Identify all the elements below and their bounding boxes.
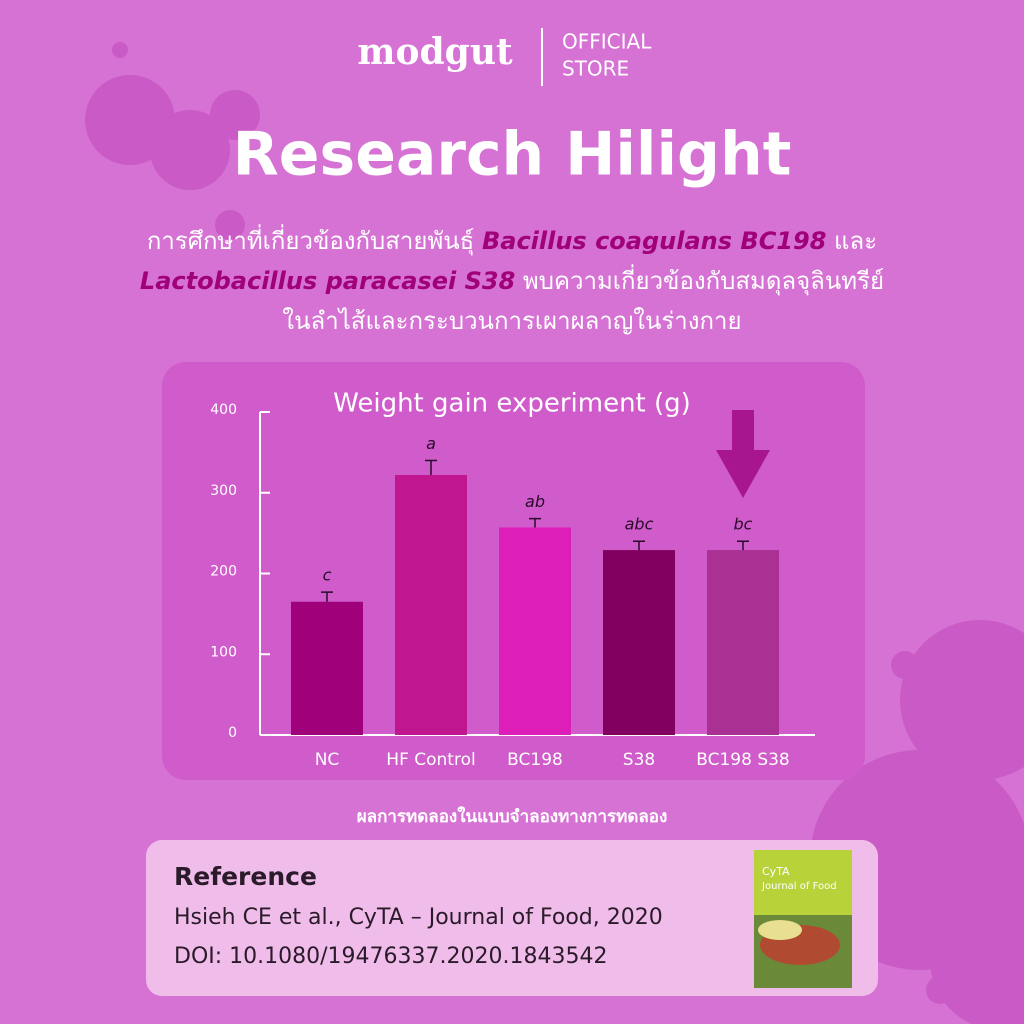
x-tick-label: BC198 S38 [696,750,790,770]
y-tick-label: 200 [210,564,237,580]
significance-label: ab [525,492,545,511]
caption: ผลการทดลองในแบบจำลองทางการทดลอง [357,806,668,827]
error-bar [633,540,645,551]
x-tick-label: S38 [623,750,655,770]
store-label: OFFICIAL [562,30,652,54]
chart: 0 100 200 300 400 NC c HF Control a BC198 ab S38 abc… [210,402,815,770]
significance-label: a [426,434,436,453]
highlight-arrow [716,410,770,498]
error-bar [737,540,749,551]
y-tick-label: 100 [210,644,237,660]
title: Research Hilight [233,120,792,190]
significance-label: bc [734,515,753,534]
x-tick-label: NC [315,750,340,770]
x-tick-label: HF Control [386,750,475,770]
y-tick-label: 400 [210,402,237,418]
y-tick-label: 300 [210,483,237,499]
x-tick-label: BC198 [507,750,563,770]
reference-citation: Hsieh CE et al., CyTA – Journal of Food,… [174,905,663,930]
significance-label: abc [625,515,654,534]
error-bar [529,517,541,528]
store-label: STORE [562,57,629,81]
decor-blobs [85,42,1024,1024]
significance-label: c [323,566,332,585]
reference-box [146,840,878,996]
brand: modgut [357,31,513,73]
subtitle-line: Lactobacillus paracasei S38 พบความเกี่ยว… [140,264,884,296]
reference-doi: DOI: 10.1080/19476337.2020.1843542 [174,944,607,969]
subtitle-line: การศึกษาที่เกี่ยวข้องกับสายพันธุ์ Bacill… [147,224,877,256]
y-tick-label: 0 [228,725,237,741]
bar [603,550,675,735]
chart-title: Weight gain experiment (g) [333,389,691,419]
bar [395,474,467,735]
bar [499,527,571,735]
bar [291,601,363,735]
error-bar [321,591,333,602]
reference-heading: Reference [174,862,317,891]
error-bar [425,459,437,475]
subtitle-line: ในลำไส้และกระบวนการเผาผลาญในร่างกาย [282,307,741,335]
cover-title: Journal of Food [761,881,837,892]
bar [707,550,779,735]
cover-title: CyTA [762,865,790,878]
journal-cover: CyTA Journal of Food [754,850,852,988]
